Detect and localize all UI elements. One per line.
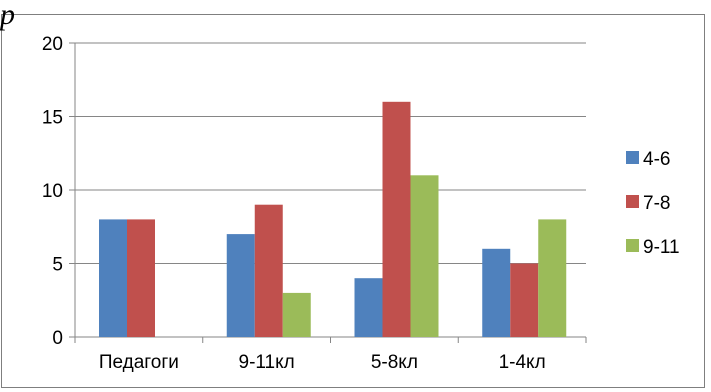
y-tick-label: 20	[42, 34, 63, 55]
legend-label: 9-11	[643, 237, 680, 258]
x-tick-label: 5-8кл	[371, 352, 418, 373]
legend-label: 4-6	[643, 149, 670, 170]
legend-swatch-4-6	[626, 151, 639, 164]
bars	[99, 101, 567, 337]
bar-9-11-9-11кл	[282, 292, 311, 337]
bar-4-6-9-11кл	[226, 234, 255, 337]
bar-9-11-1-4кл	[538, 219, 567, 337]
bar-7-8-5-8кл	[382, 101, 411, 337]
y-tick-label: 5	[52, 255, 63, 276]
bar-7-8-1-4кл	[510, 263, 539, 337]
x-tick-label: Педагоги	[99, 352, 179, 373]
bar-9-11-5-8кл	[410, 175, 439, 337]
x-tick-label: 9-11кл	[239, 352, 295, 373]
legend: 4-6 7-8 9-11	[626, 149, 680, 258]
bar-7-8-9-11кл	[254, 204, 283, 337]
y-tick-label: 10	[42, 181, 63, 202]
bar-7-8-Педагоги	[127, 219, 155, 337]
x-tick-label: 1-4кл	[499, 352, 546, 373]
y-tick-label: 15	[42, 108, 63, 129]
bar-4-6-Педагоги	[99, 219, 127, 337]
bar-4-6-1-4кл	[482, 248, 511, 337]
legend-swatch-9-11	[626, 239, 639, 252]
y-tick-labels: 0 5 10 15 20	[42, 34, 63, 349]
legend-label: 7-8	[643, 193, 670, 214]
legend-swatch-7-8	[626, 195, 639, 208]
y-tick-label: 0	[52, 328, 63, 349]
corner-mark-text: p	[0, 0, 15, 31]
bar-4-6-5-8кл	[354, 278, 383, 337]
x-tick-labels: Педагоги 9-11кл 5-8кл 1-4кл	[99, 352, 546, 373]
